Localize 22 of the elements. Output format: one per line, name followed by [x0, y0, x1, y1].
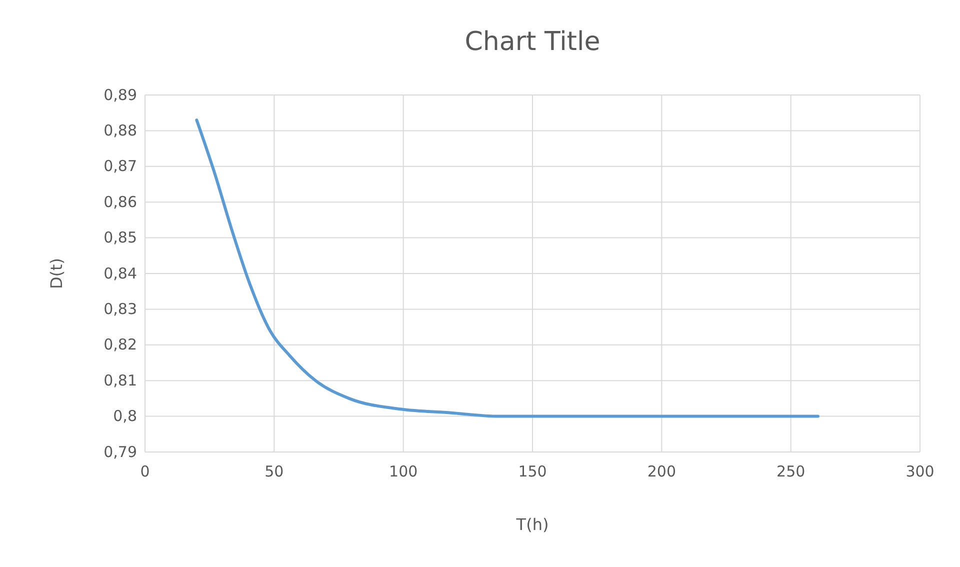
y-tick-label: 0,84: [104, 264, 137, 282]
x-tick-label: 300: [906, 462, 934, 481]
y-tick-label: 0,81: [104, 371, 137, 390]
y-tick-label: 0,88: [104, 122, 137, 140]
y-tick-label: 0,8: [113, 407, 137, 426]
y-axis-title: D(t): [47, 258, 66, 290]
x-tick-label: 200: [647, 462, 676, 481]
chart-title: Chart Title: [464, 27, 600, 57]
y-tick-label: 0,89: [104, 86, 137, 104]
y-tick-label: 0,79: [104, 442, 137, 461]
y-tick-label: 0,82: [104, 336, 137, 354]
y-tick-label: 0,85: [104, 228, 137, 247]
y-tick-label: 0,86: [104, 192, 137, 211]
x-axis-title: T(h): [515, 515, 549, 534]
x-tick-label: 100: [389, 462, 418, 481]
x-tick-label: 150: [518, 462, 547, 481]
x-tick-label: 0: [140, 462, 150, 481]
x-tick-label: 250: [776, 462, 806, 481]
y-tick-label: 0,83: [104, 300, 137, 318]
y-tick-label: 0,87: [104, 157, 137, 176]
line-series: [195, 118, 820, 418]
x-tick-label: 50: [264, 462, 284, 481]
